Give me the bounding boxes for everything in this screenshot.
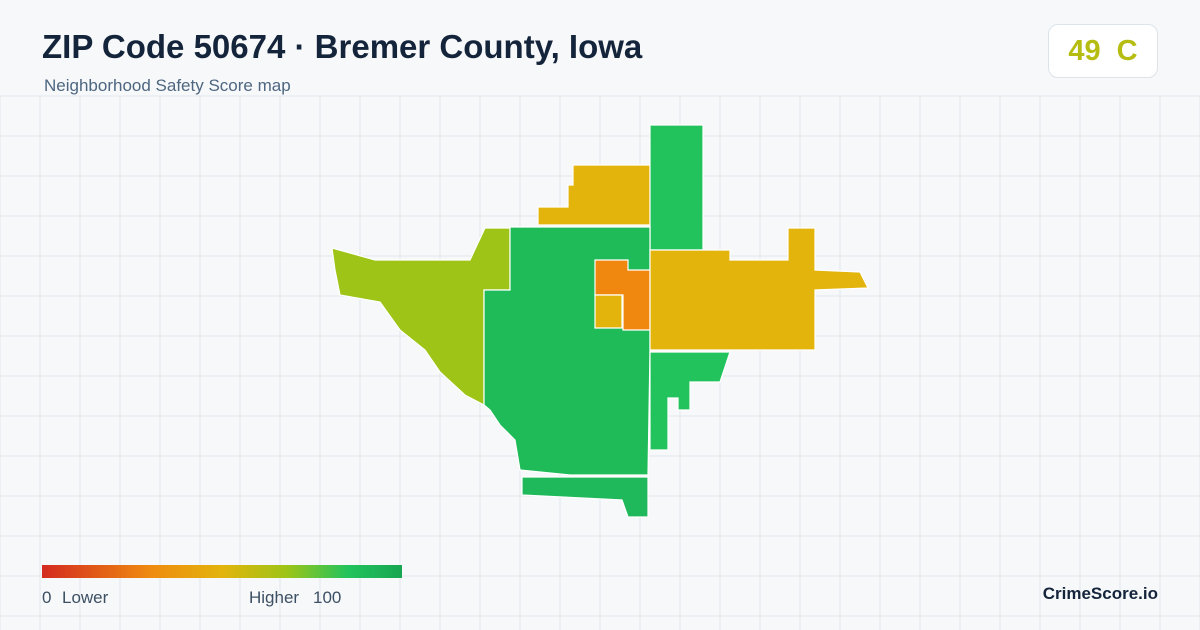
area bbox=[649, 124, 704, 251]
score-badge: 49 C bbox=[1048, 24, 1158, 78]
subtitle: Neighborhood Safety Score map bbox=[44, 76, 291, 95]
score-grade: C bbox=[1116, 34, 1138, 67]
area bbox=[649, 227, 869, 351]
brand: CrimeScore.io bbox=[1042, 584, 1158, 603]
legend-max-label: Higher bbox=[249, 588, 300, 607]
area bbox=[331, 227, 511, 406]
title: ZIP Code 50674 · Bremer County, Iowa bbox=[42, 28, 643, 65]
area bbox=[649, 351, 731, 451]
area bbox=[537, 164, 651, 226]
legend-gradient bbox=[42, 565, 402, 578]
area bbox=[521, 476, 649, 518]
zip-areas bbox=[331, 124, 869, 518]
legend-min-label: Lower bbox=[62, 588, 109, 607]
legend-max-value: 100 bbox=[313, 588, 342, 607]
area bbox=[594, 294, 623, 329]
score-value: 49 bbox=[1068, 34, 1101, 67]
legend-min-value: 0 bbox=[42, 588, 52, 607]
